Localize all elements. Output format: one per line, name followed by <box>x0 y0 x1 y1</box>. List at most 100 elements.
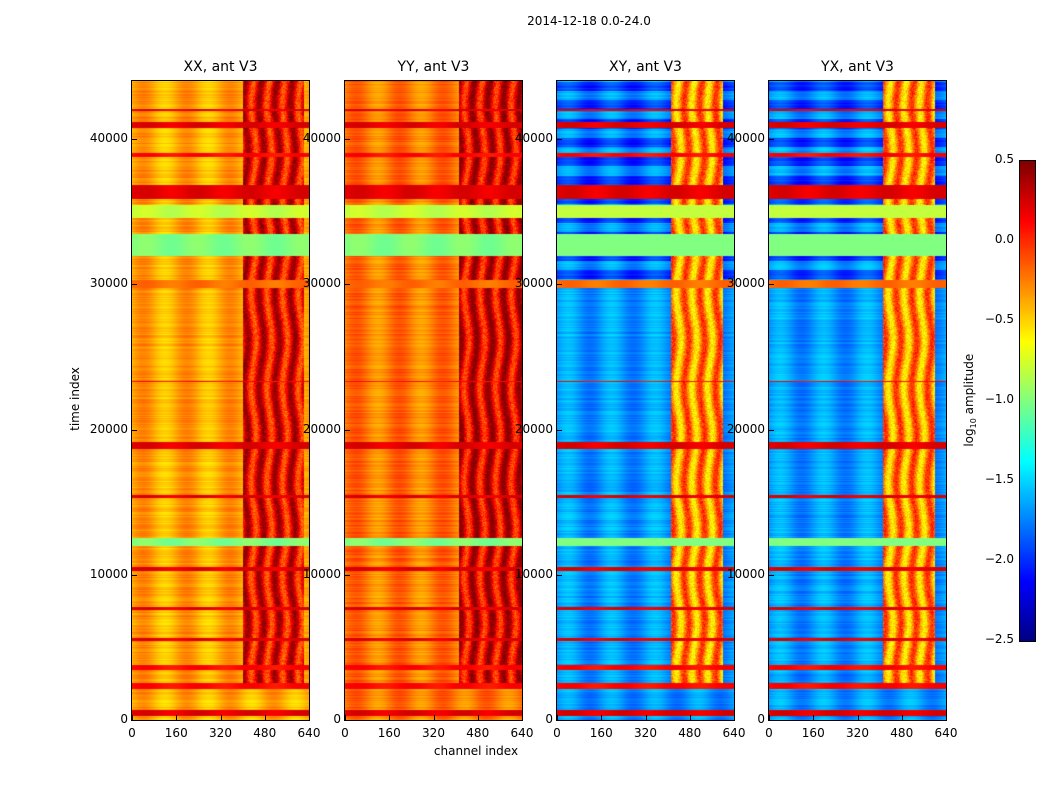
y-tick-mark <box>345 574 350 576</box>
x-axis-label: channel index <box>433 744 519 758</box>
x-tick-mark <box>645 715 647 720</box>
y-tick-label: 30000 <box>514 276 553 291</box>
x-tick-mark <box>734 715 735 720</box>
heatmap-panel: XX, ant V3 0 160 320 480 640 0 10000 20000 30000 4… <box>90 59 321 740</box>
y-tick-mark <box>132 720 137 721</box>
heatmap-image <box>345 81 522 720</box>
y-tick-mark <box>132 284 137 286</box>
y-tick-mark <box>769 574 774 576</box>
y-tick-label: 40000 <box>514 131 553 146</box>
y-tick-label: 0 <box>545 712 553 726</box>
y-tick-label: 30000 <box>726 276 765 291</box>
colorbar-tick-label: 0.0 <box>994 232 1014 246</box>
panel-title: YY, ant V3 <box>397 59 470 75</box>
colorbar-tick-label: −1.0 <box>984 392 1014 406</box>
colorbar-tick-label: −2.0 <box>984 552 1014 566</box>
y-tick-label: 10000 <box>89 566 128 581</box>
y-tick-mark <box>132 139 137 141</box>
y-tick-label: 0 <box>757 712 765 726</box>
colorbar-tick-label: 0.5 <box>994 152 1014 166</box>
y-tick-mark <box>557 429 562 431</box>
y-tick-label: 40000 <box>726 131 765 146</box>
x-tick-label: 640 <box>297 726 321 740</box>
y-tick-label: 20000 <box>726 421 765 436</box>
x-tick-mark <box>220 715 222 720</box>
y-tick-mark <box>132 574 137 576</box>
heatmap-image <box>557 81 734 720</box>
x-tick-label: 480 <box>678 726 702 740</box>
x-tick-mark <box>557 715 558 720</box>
x-tick-label: 480 <box>890 726 914 740</box>
x-tick-label: 320 <box>846 726 869 740</box>
colorbar <box>1019 160 1036 642</box>
y-tick-label: 40000 <box>302 131 341 146</box>
heatmap-panel: YX, ant V3 0 160 320 480 640 0 10000 20000 30000 4… <box>727 59 958 740</box>
y-tick-label: 0 <box>120 712 128 726</box>
y-tick-mark <box>345 139 350 141</box>
y-tick-mark <box>345 284 350 286</box>
y-tick-label: 30000 <box>89 276 128 291</box>
y-tick-mark <box>132 429 137 431</box>
y-tick-label: 30000 <box>302 276 341 291</box>
x-tick-label: 640 <box>510 726 534 740</box>
x-tick-label: 0 <box>341 726 349 740</box>
y-tick-label: 10000 <box>514 566 553 581</box>
panel-title: XY, ant V3 <box>609 59 682 75</box>
y-tick-mark <box>345 720 350 721</box>
x-tick-label: 320 <box>422 726 445 740</box>
y-tick-label: 40000 <box>89 131 128 146</box>
x-tick-label: 320 <box>634 726 657 740</box>
y-tick-mark <box>769 429 774 431</box>
colorbar-gradient <box>1020 161 1035 641</box>
x-tick-mark <box>132 715 133 720</box>
x-tick-mark <box>813 715 815 720</box>
x-tick-mark <box>769 715 770 720</box>
x-tick-mark <box>601 715 603 720</box>
x-tick-mark <box>477 715 479 720</box>
panel-title: YX, ant V3 <box>821 59 894 75</box>
x-tick-label: 480 <box>253 726 277 740</box>
x-tick-label: 160 <box>377 726 401 740</box>
x-tick-label: 160 <box>164 726 188 740</box>
y-tick-mark <box>769 284 774 286</box>
y-tick-label: 20000 <box>89 421 128 436</box>
panel-title: XX, ant V3 <box>183 59 258 75</box>
y-tick-mark <box>557 574 562 576</box>
heatmap-panel: YY, ant V3 0 160 320 480 640 0 10000 20000 30000 4… <box>303 59 534 740</box>
colorbar-tick-label: −0.5 <box>984 312 1014 326</box>
x-tick-label: 160 <box>589 726 613 740</box>
x-tick-mark <box>946 715 947 720</box>
heatmap-image <box>769 81 946 720</box>
colorbar-label-suffix: amplitude <box>961 353 976 419</box>
colorbar-tick-label: −2.5 <box>984 632 1014 646</box>
x-tick-mark <box>176 715 178 720</box>
heatmap-image <box>132 81 309 720</box>
y-tick-mark <box>557 720 562 721</box>
y-axis-label: time index <box>68 367 82 431</box>
y-tick-label: 0 <box>333 712 341 726</box>
x-tick-label: 160 <box>801 726 825 740</box>
y-tick-mark <box>345 429 350 431</box>
heatmap-panel: XY, ant V3 0 160 320 480 640 0 10000 20000 30000 4… <box>515 59 746 740</box>
x-tick-label: 480 <box>466 726 490 740</box>
x-tick-label: 0 <box>553 726 561 740</box>
x-tick-mark <box>389 715 391 720</box>
x-tick-label: 640 <box>722 726 746 740</box>
x-tick-mark <box>857 715 859 720</box>
colorbar-label: log10 amplitude <box>962 350 978 450</box>
colorbar-label-sub: 10 <box>969 418 979 429</box>
x-tick-label: 320 <box>209 726 232 740</box>
x-tick-mark <box>901 715 903 720</box>
y-tick-mark <box>557 139 562 141</box>
chart-title: 2014-12-18 0.0-24.0 <box>527 14 651 28</box>
x-tick-mark <box>433 715 435 720</box>
x-tick-mark <box>264 715 266 720</box>
x-tick-label: 0 <box>128 726 136 740</box>
x-tick-mark <box>522 715 523 720</box>
x-tick-mark <box>689 715 691 720</box>
y-tick-label: 10000 <box>302 566 341 581</box>
colorbar-label-prefix: log <box>961 428 976 447</box>
y-tick-label: 20000 <box>302 421 341 436</box>
x-tick-mark <box>309 715 310 720</box>
